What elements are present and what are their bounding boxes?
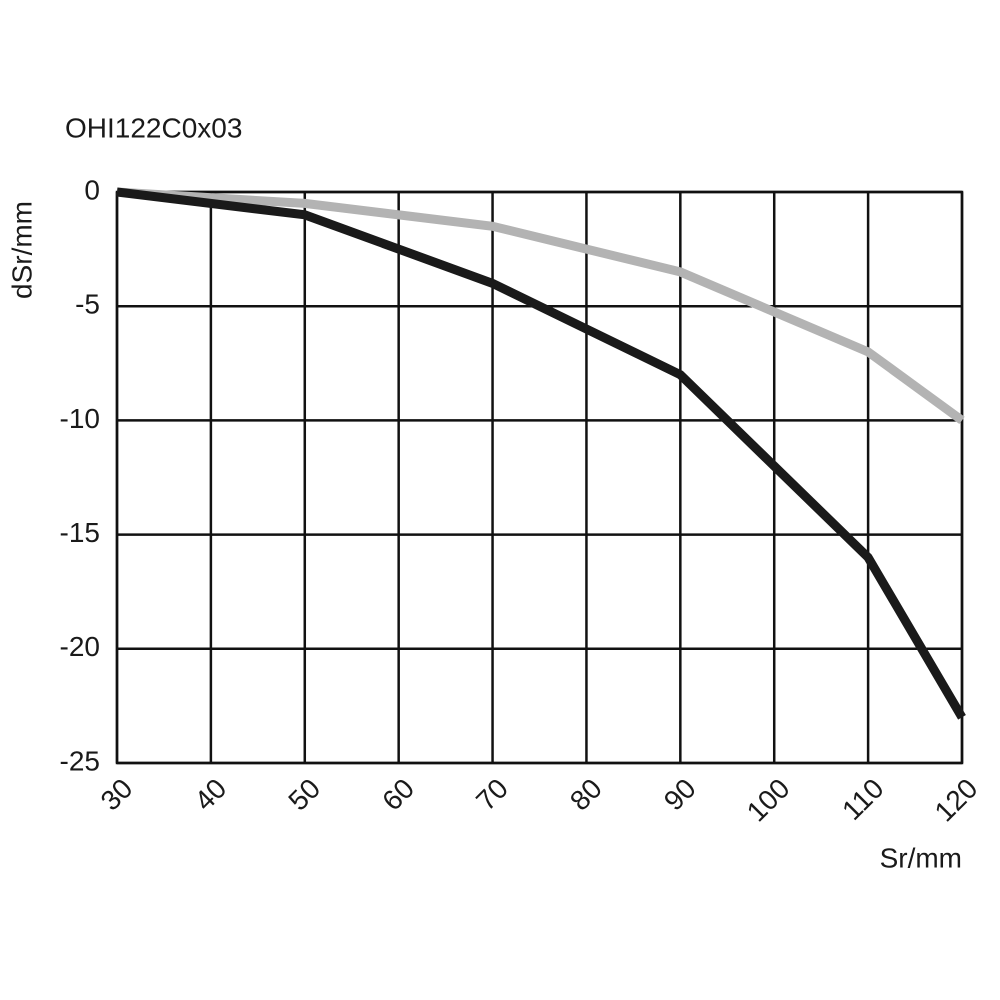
y-tick-label: -25 <box>60 745 100 776</box>
y-axis-label: dSr/mm <box>6 201 37 299</box>
y-tick-label: -10 <box>60 403 100 434</box>
y-tick-label: -20 <box>60 631 100 662</box>
y-tick-label: -5 <box>75 289 100 320</box>
x-axis-label: Sr/mm <box>880 842 962 873</box>
series-line <box>116 187 965 425</box>
y-tick-label: 0 <box>84 174 100 205</box>
y-tick-label: -15 <box>60 517 100 548</box>
series-line <box>116 187 966 720</box>
chart-title: OHI122C0x03 <box>65 112 242 143</box>
